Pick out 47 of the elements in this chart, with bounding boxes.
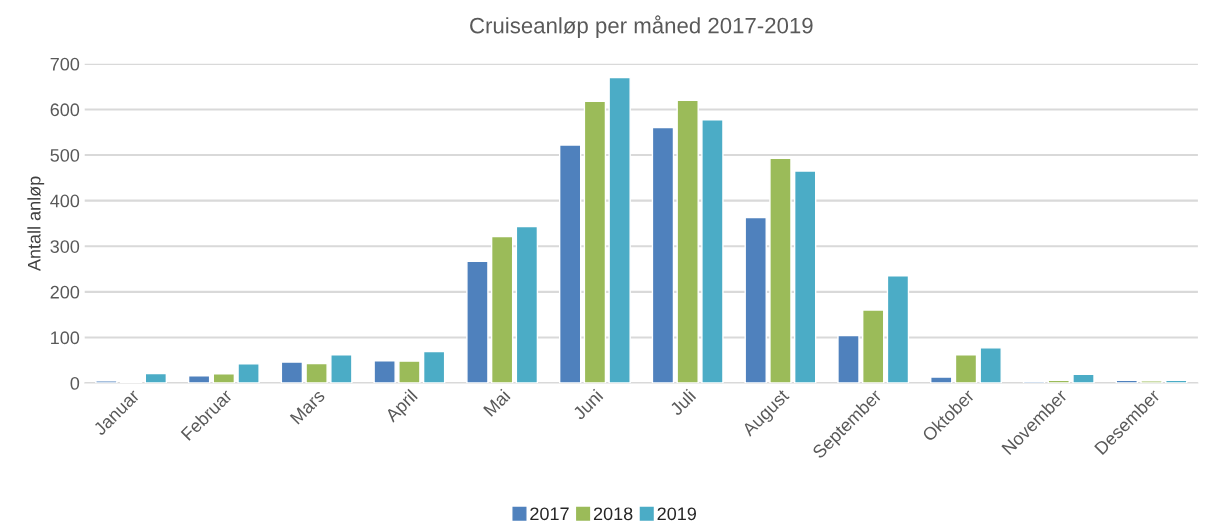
y-axis-title: Antall anløp: [27, 176, 45, 272]
bar: [144, 372, 168, 384]
bar: [954, 354, 978, 384]
bar: [305, 362, 328, 384]
bar: [886, 275, 910, 384]
bar: [979, 347, 1002, 384]
bar: [558, 144, 582, 384]
y-tick-label: 500: [50, 148, 80, 162]
bar: [373, 360, 396, 384]
y-tick-label: 400: [50, 194, 80, 208]
bar: [583, 100, 607, 384]
bar: [1072, 373, 1095, 384]
x-tick-label: Mai: [482, 388, 511, 417]
legend-label: 2018: [593, 507, 633, 521]
bar: [608, 76, 631, 384]
bar: [422, 350, 446, 384]
bar: [212, 373, 236, 384]
y-tick-label: 100: [51, 331, 80, 345]
bar: [744, 216, 767, 384]
bar: [837, 334, 860, 384]
bar: [676, 99, 699, 384]
bar: [793, 170, 817, 384]
y-tick-label: 0: [70, 376, 80, 390]
legend-label: 2017: [530, 507, 569, 521]
y-tick-label: 300: [50, 240, 80, 253]
bar: [330, 354, 353, 384]
bar: [490, 235, 514, 384]
bar: [237, 363, 260, 384]
y-tick-label: 600: [50, 103, 80, 117]
bar: [280, 361, 304, 384]
bar: [466, 260, 489, 384]
y-tick-label: 700: [50, 57, 80, 71]
bar: [95, 380, 118, 384]
y-tick-label: 200: [50, 285, 80, 299]
bar: [187, 375, 211, 384]
x-tick-label: Juli: [668, 388, 697, 417]
bar: [769, 157, 792, 384]
bar: [930, 376, 953, 384]
bar: [651, 126, 675, 384]
x-tick-label: Juni: [571, 388, 604, 421]
bar: [862, 309, 885, 384]
bar: [701, 119, 724, 384]
legend-label: 2019: [657, 507, 696, 521]
chart-title: Cruiseanløp per måned 2017-2019: [470, 15, 813, 38]
bar: [515, 225, 539, 384]
bar: [398, 360, 421, 384]
bar: [1140, 380, 1163, 384]
